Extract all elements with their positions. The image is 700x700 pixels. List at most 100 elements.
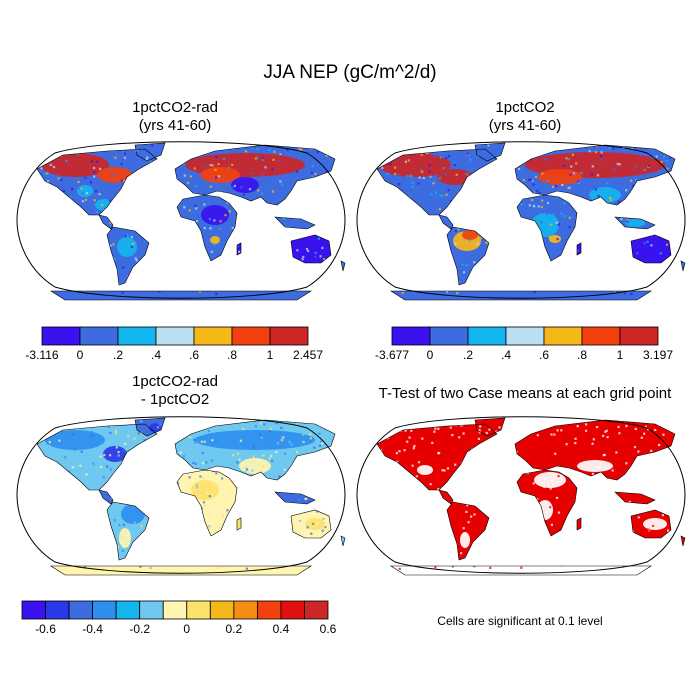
colorbar-tick-label: 0	[76, 348, 84, 362]
colorbar-swatch	[304, 600, 329, 620]
coastline	[474, 417, 506, 437]
colorbar-tick-label: .6	[188, 348, 199, 362]
coastline	[274, 491, 316, 505]
coastline	[446, 226, 490, 286]
coastline	[438, 214, 454, 230]
colorbar-swatch	[269, 326, 309, 346]
map-panel-ttest	[356, 416, 686, 576]
colorbar-tick-label: 0.6	[319, 622, 337, 636]
map-border	[16, 141, 346, 299]
land-ins	[275, 217, 315, 229]
panel-title-line1: 1pctCO2-rad	[132, 373, 218, 390]
coastline	[36, 423, 158, 491]
coastline	[630, 234, 672, 264]
land-nz	[341, 536, 345, 546]
coastline	[514, 144, 676, 206]
land-nz	[681, 536, 685, 546]
land-nz	[341, 261, 345, 271]
coastline	[106, 501, 150, 561]
land-mad	[237, 518, 241, 530]
colorbar-tick-label: -0.4	[82, 622, 103, 636]
coastline	[176, 469, 238, 537]
colorbar-swatch	[231, 326, 271, 346]
colorbar-tick-label: .4	[500, 348, 511, 362]
map-panel-diff	[16, 416, 346, 576]
panel-title-line2: (yrs 41-60)	[488, 117, 562, 134]
figure-title: JJA NEP (gC/m^2/d)	[263, 62, 437, 83]
coastline	[290, 509, 332, 539]
colorbar-swatch	[391, 326, 431, 346]
coastline	[680, 260, 686, 272]
colorbar-swatch	[256, 600, 282, 620]
colorbar-tick-label: 1	[266, 348, 274, 362]
colorbar-tick-label: 0.2	[225, 622, 243, 636]
coastline	[49, 565, 313, 576]
coastline	[340, 535, 346, 547]
colorbar-tick-label: .2	[462, 348, 473, 362]
colorbar-swatch	[581, 326, 621, 346]
colorbar-full	[391, 326, 659, 346]
colorbar-rad	[41, 326, 309, 346]
land-nz	[681, 261, 685, 271]
coastline	[389, 290, 653, 301]
coastline	[516, 194, 578, 262]
land-mad	[577, 243, 581, 255]
colorbar-swatch	[280, 600, 305, 620]
coastline	[174, 144, 336, 206]
colorbar-swatch	[155, 326, 195, 346]
colorbar-swatch	[619, 326, 659, 346]
coastline	[474, 142, 506, 162]
colorbar-tick-label: -0.2	[129, 622, 151, 636]
coastline	[438, 489, 454, 505]
coastline	[630, 509, 672, 539]
land-ant	[51, 291, 311, 300]
coastline	[290, 234, 332, 264]
panel-title-line1: 1pctCO2	[495, 99, 555, 116]
colorbar-tick-label: .8	[226, 348, 237, 362]
map-border	[16, 416, 346, 574]
map-panel-full	[356, 141, 686, 301]
land-cam	[439, 215, 453, 229]
colorbar-tick-label: -3.677	[374, 348, 410, 362]
coastline	[680, 535, 686, 547]
map-border	[356, 416, 686, 574]
coastline	[174, 419, 336, 481]
colorbar-tick-label: -0.6	[35, 622, 56, 636]
coastline	[236, 242, 242, 256]
coastline	[389, 565, 653, 576]
colorbar-swatch	[505, 326, 545, 346]
map-border	[356, 141, 686, 299]
panel-title-rad: 1pctCO2-rad (yrs 41-60)	[60, 99, 290, 135]
panel-title-line1: 1pctCO2-rad	[132, 99, 218, 116]
colorbar-tick-label: 1	[616, 348, 624, 362]
coastline	[614, 216, 656, 230]
coastline	[176, 194, 238, 262]
land-ant	[391, 291, 651, 300]
land-cam	[439, 490, 453, 504]
panel-title-line2: - 1pctCO2	[140, 391, 210, 408]
coastline	[614, 491, 656, 505]
significance-footnote: Cells are significant at 0.1 level	[437, 614, 603, 628]
panel-title-line1: T-Test of two Case means at each grid po…	[378, 385, 672, 402]
colorbar-tick-label: .4	[150, 348, 161, 362]
coastline	[36, 148, 158, 216]
colorbar-swatch	[543, 326, 583, 346]
coastline	[274, 216, 316, 230]
colorbar-swatch	[21, 600, 46, 620]
land-na	[377, 424, 497, 490]
coastline	[514, 419, 676, 481]
land-cam	[99, 215, 113, 229]
colorbar-tick-label: 0.4	[272, 622, 290, 636]
coastline	[376, 148, 498, 216]
colorbar-tick-label: 0	[183, 622, 191, 636]
coastline	[340, 260, 346, 272]
coastline	[576, 242, 582, 256]
colorbar-tick-label: 3.197	[642, 348, 674, 362]
colorbar-tick-label: .2	[112, 348, 123, 362]
colorbar-tick-label: 2.457	[292, 348, 324, 362]
land-sa	[447, 502, 489, 560]
colorbar-diff	[21, 600, 329, 620]
land-ant	[391, 566, 651, 575]
colorbar-swatch	[429, 326, 469, 346]
colorbar-swatch	[233, 600, 258, 620]
